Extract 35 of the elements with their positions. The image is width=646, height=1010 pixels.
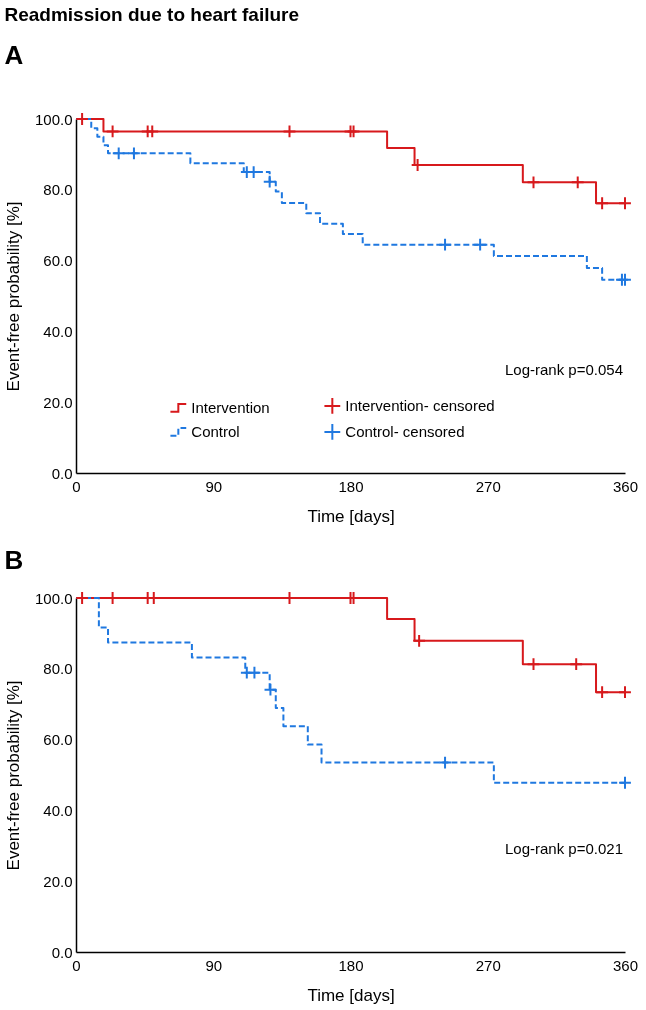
- legend-label: Intervention: [191, 398, 270, 416]
- y-tick-label: 20.0: [43, 872, 73, 890]
- y-tick-label: 60.0: [43, 731, 73, 749]
- x-tick-label: 180: [338, 477, 364, 495]
- legend-label: Control: [191, 422, 240, 440]
- annotation: Log-rank p=0.054: [504, 361, 623, 379]
- y-tick-label: 80.0: [43, 181, 73, 199]
- y-tick-label: 100.0: [34, 589, 73, 607]
- x-tick-label: 0: [72, 477, 81, 495]
- x-tick-label: 360: [612, 956, 639, 974]
- x-tick-label: 270: [475, 477, 501, 495]
- y-tick-label: 60.0: [43, 252, 73, 270]
- legend-label: Intervention- censored: [345, 396, 495, 414]
- legend-label: Control- censored: [345, 422, 465, 440]
- annotation: Log-rank p=0.021: [504, 840, 623, 858]
- y-tick-label: 40.0: [43, 322, 73, 340]
- x-tick-label: 90: [205, 956, 223, 974]
- y-tick-label: 0.0: [51, 943, 73, 961]
- y-tick-label: 20.0: [43, 393, 73, 411]
- y-tick-label: 0.0: [51, 464, 73, 482]
- y-axis-title: Event-free probability [%]: [3, 680, 23, 871]
- y-tick-label: 100.0: [34, 110, 73, 128]
- x-tick-label: 0: [72, 956, 81, 974]
- y-tick-label: 80.0: [43, 660, 73, 678]
- x-axis-title: Time [days]: [307, 985, 395, 1005]
- x-axis-title: Time [days]: [307, 506, 395, 526]
- chart-subtitle: A: [4, 40, 24, 71]
- x-tick-label: 270: [475, 956, 501, 974]
- chart-title: B: [4, 545, 24, 576]
- y-axis-title: Event-free probability [%]: [3, 201, 23, 392]
- x-tick-label: 90: [205, 477, 223, 495]
- x-tick-label: 180: [338, 956, 364, 974]
- y-tick-label: 40.0: [43, 801, 73, 819]
- chart-title: Readmission due to heart failure: [4, 4, 300, 26]
- x-tick-label: 360: [612, 477, 639, 495]
